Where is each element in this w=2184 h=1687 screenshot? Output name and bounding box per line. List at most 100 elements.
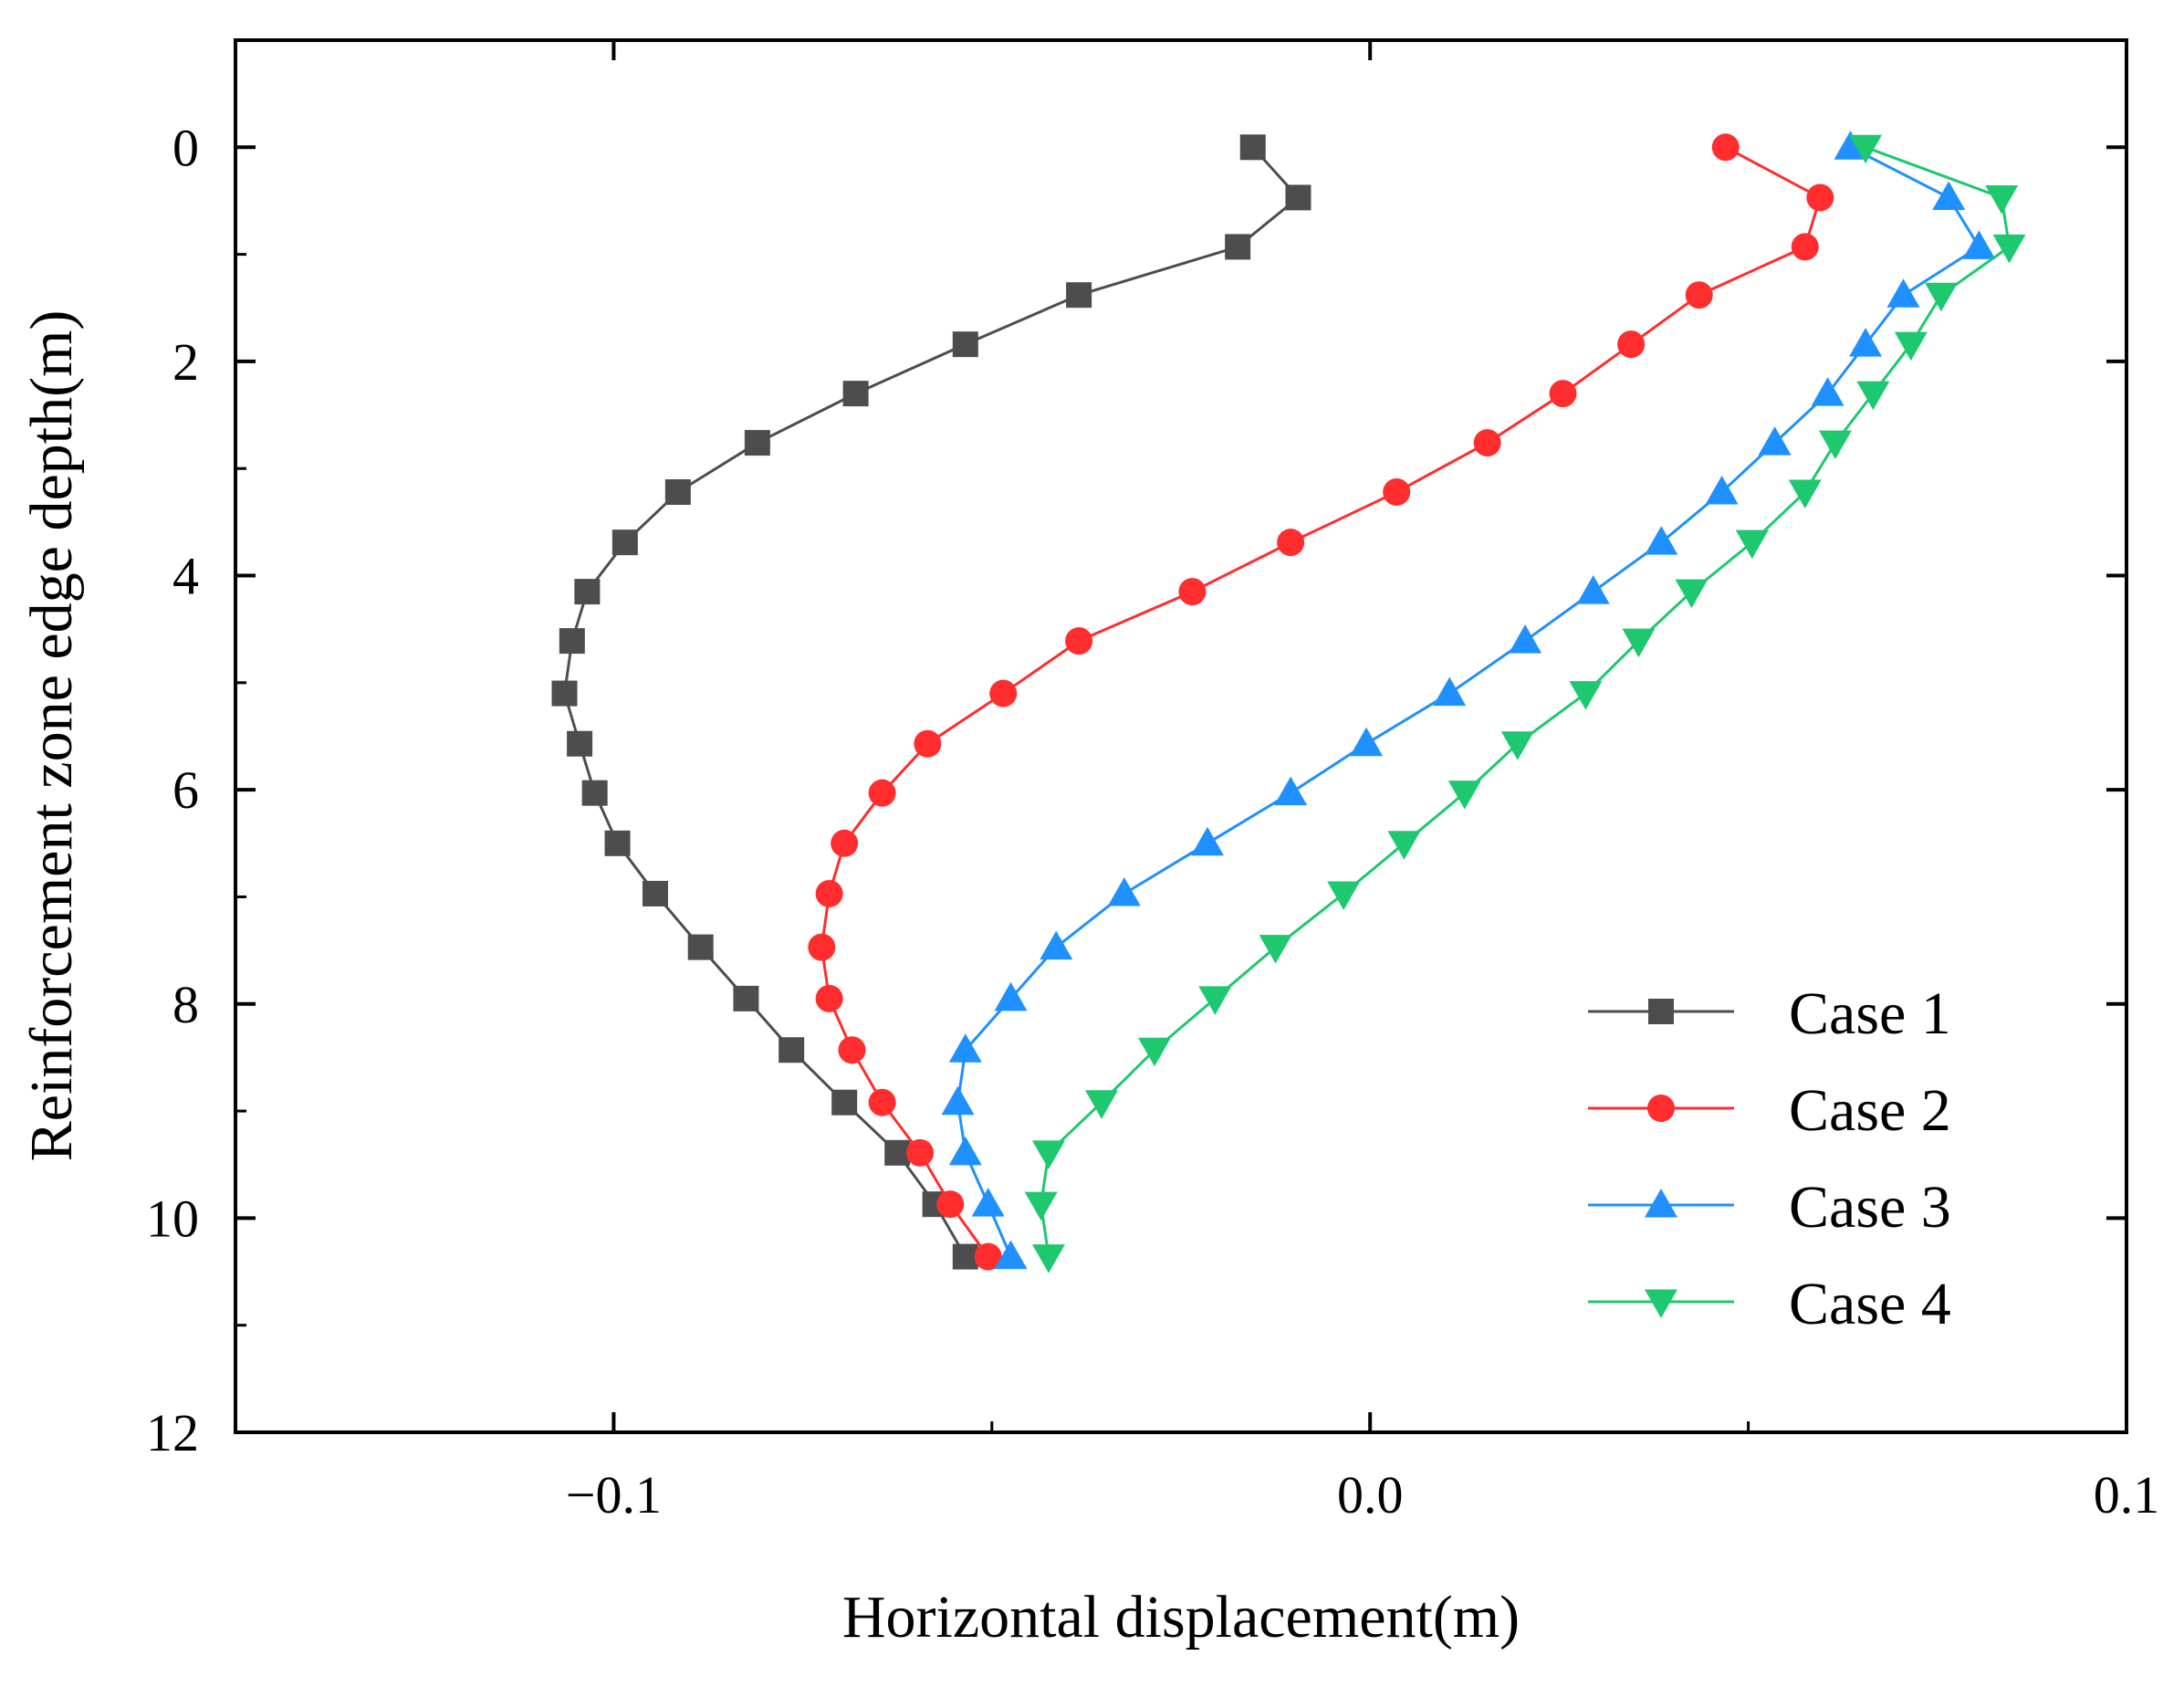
data-point <box>1084 1090 1118 1119</box>
data-point <box>906 1138 935 1167</box>
data-point <box>936 1190 965 1219</box>
data-point <box>1198 986 1232 1015</box>
data-point <box>744 430 770 456</box>
data-point <box>1107 876 1141 906</box>
series-case-2 <box>808 133 1834 1271</box>
series-case-4 <box>1024 134 2026 1273</box>
legend-label: Case 4 <box>1789 1271 1951 1337</box>
legend-marker <box>1645 1289 1677 1318</box>
data-point <box>974 1242 1002 1271</box>
data-point <box>1849 328 1883 357</box>
data-point <box>1675 579 1709 609</box>
data-point <box>1178 578 1207 606</box>
y-tick-label: 6 <box>172 760 199 820</box>
data-point <box>838 1036 866 1064</box>
data-point <box>994 981 1028 1011</box>
legend-item: Case 2 <box>1588 1077 1951 1144</box>
legend-marker <box>1648 999 1674 1024</box>
data-point <box>1645 526 1678 555</box>
data-point <box>948 1136 982 1166</box>
legend-label: Case 2 <box>1789 1077 1951 1144</box>
data-point <box>1500 731 1534 760</box>
data-point <box>1932 181 1966 210</box>
data-point <box>611 529 638 556</box>
x-tick-label: −0.1 <box>566 1465 662 1525</box>
data-point <box>1758 426 1792 456</box>
data-point <box>989 679 1018 707</box>
data-point <box>733 985 759 1011</box>
data-point <box>868 779 896 807</box>
data-point <box>1277 529 1305 557</box>
data-point <box>1239 134 1266 161</box>
y-tick-label: 2 <box>172 332 199 392</box>
data-point <box>1985 184 2019 215</box>
legend-item: Case 3 <box>1588 1174 1951 1241</box>
legend-marker <box>1645 1189 1677 1218</box>
data-point <box>1387 831 1421 860</box>
data-point <box>1705 476 1739 505</box>
legend-label: Case 1 <box>1789 980 1951 1047</box>
data-point <box>551 680 578 707</box>
series-line <box>562 146 1301 1258</box>
data-point <box>1024 1191 1058 1221</box>
data-point <box>559 628 585 655</box>
legend-item: Case 1 <box>1588 980 1951 1047</box>
data-point <box>1886 278 1920 308</box>
data-point <box>941 1085 975 1116</box>
data-point <box>687 934 714 960</box>
data-point <box>574 579 601 605</box>
data-point <box>948 1033 982 1063</box>
series-case-1 <box>551 134 1311 1270</box>
data-point <box>884 1139 911 1166</box>
data-point <box>815 984 843 1012</box>
data-point <box>567 730 593 757</box>
data-point <box>815 879 843 907</box>
data-point <box>1040 930 1073 960</box>
legend-item: Case 4 <box>1588 1271 1951 1337</box>
data-point <box>831 829 859 857</box>
data-point <box>1924 282 1958 312</box>
data-point <box>1350 727 1384 757</box>
y-axis-ticks: 0 2 4 6 8 10 12 <box>146 38 2127 1462</box>
data-point <box>664 479 691 506</box>
data-point <box>1191 826 1225 856</box>
data-point <box>1834 131 1867 160</box>
data-layer <box>551 131 2026 1273</box>
data-point <box>1473 429 1501 457</box>
data-point <box>1274 776 1308 806</box>
plot-frame <box>234 38 2128 1434</box>
data-point <box>1285 184 1311 211</box>
x-tick-label: 0.0 <box>1337 1465 1404 1525</box>
data-point <box>1617 330 1646 359</box>
data-point <box>808 933 836 961</box>
data-point <box>1962 230 1996 259</box>
data-point <box>604 830 631 856</box>
data-point <box>1137 1037 1171 1067</box>
data-point <box>1992 234 2026 264</box>
series-case-3 <box>941 131 1996 1270</box>
data-point <box>1711 133 1740 162</box>
data-point <box>1569 681 1603 710</box>
y-tick-label: 10 <box>146 1189 199 1248</box>
data-point <box>1806 183 1834 212</box>
data-point <box>1856 381 1890 411</box>
data-point <box>1509 624 1542 654</box>
data-point <box>1225 234 1251 260</box>
data-point <box>914 729 942 758</box>
data-point <box>1259 935 1292 964</box>
data-point <box>971 1188 1005 1217</box>
y-tick-label: 4 <box>172 547 199 606</box>
data-point <box>1811 377 1844 406</box>
legend-label: Case 3 <box>1789 1174 1951 1241</box>
data-point <box>1031 1140 1065 1169</box>
data-point <box>642 880 668 906</box>
data-point <box>1383 478 1411 507</box>
legend-marker <box>1647 1095 1675 1122</box>
data-point <box>831 1089 858 1116</box>
data-point <box>952 1243 978 1270</box>
data-point <box>1788 479 1822 509</box>
data-point <box>952 331 978 358</box>
x-axis-title: Horizontal displacement(m) <box>842 1584 1520 1650</box>
data-point <box>1622 628 1656 658</box>
x-tick-label: 0.1 <box>2094 1465 2160 1525</box>
